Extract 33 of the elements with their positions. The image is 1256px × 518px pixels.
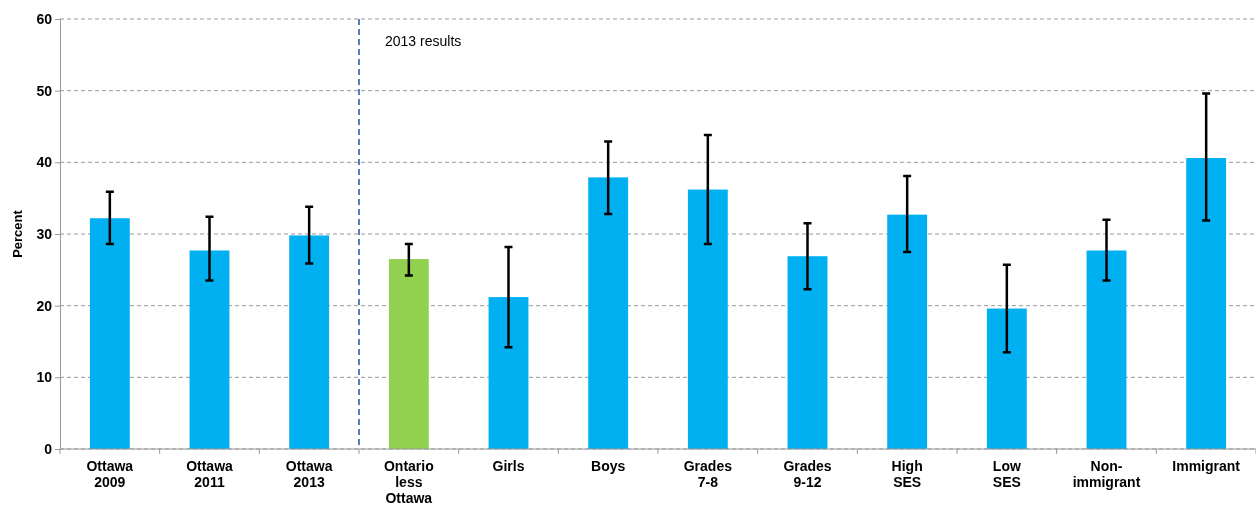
- bar: [189, 250, 230, 449]
- bar: [787, 256, 828, 449]
- x-tick-label: Low SES: [992, 458, 1021, 490]
- y-tick-label: 60: [36, 10, 53, 27]
- x-tick-label: Ottawa 2009: [86, 458, 134, 490]
- bar: [887, 214, 928, 449]
- y-tick-label: 10: [36, 369, 53, 386]
- x-tick-label: Grades 7-8: [683, 458, 733, 490]
- bar: [986, 308, 1027, 449]
- bar: [488, 297, 529, 449]
- y-tick-label: 40: [36, 154, 53, 171]
- x-tick-label: High SES: [891, 458, 923, 490]
- x-tick-label: Boys: [591, 458, 626, 474]
- bar: [687, 189, 728, 449]
- y-tick-label: 30: [36, 225, 53, 242]
- x-tick-label: Non-immigrant: [1072, 458, 1141, 490]
- bar: [1086, 250, 1127, 449]
- x-tick-label: Immigrant: [1172, 458, 1241, 474]
- bar: [588, 177, 629, 449]
- y-tick-label: 50: [36, 82, 53, 99]
- x-tick-label: Ontario less Ottawa: [383, 458, 434, 506]
- x-tick-label: Ottawa 2013: [285, 458, 333, 490]
- bar: [289, 235, 330, 449]
- bar: [388, 259, 429, 449]
- y-tick-label: 0: [44, 440, 53, 457]
- bar: [1186, 158, 1227, 449]
- annotation: 2013 results: [385, 33, 462, 49]
- y-axis-title: Percent: [10, 209, 25, 258]
- x-tick-label: Ottawa 2011: [186, 458, 234, 490]
- y-tick-label: 20: [36, 297, 53, 314]
- bar: [89, 218, 130, 449]
- x-tick-label: Grades 9-12: [783, 458, 832, 490]
- x-tick-label: Girls: [492, 458, 525, 474]
